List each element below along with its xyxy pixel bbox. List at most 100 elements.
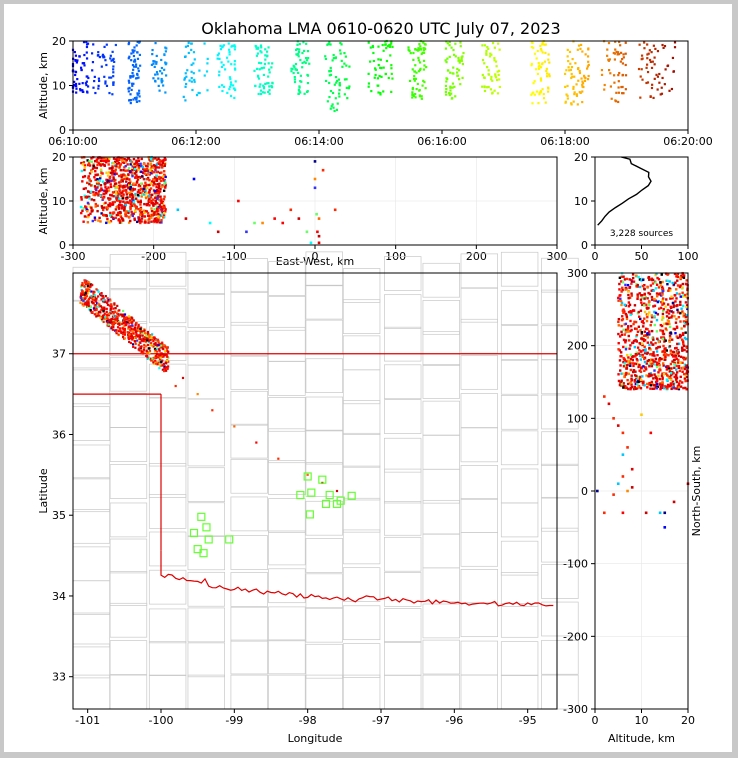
- source-point: [79, 301, 82, 304]
- source-point: [481, 44, 484, 47]
- county-outline: [342, 335, 381, 371]
- source-point: [109, 57, 112, 60]
- source-point: [666, 383, 670, 387]
- source-point: [103, 163, 106, 167]
- source-point: [150, 165, 154, 168]
- source-point: [130, 160, 134, 164]
- source-point: [127, 185, 130, 189]
- source-point: [456, 67, 459, 71]
- source-point: [83, 64, 86, 67]
- source-point: [391, 77, 394, 80]
- source-point: [685, 346, 689, 350]
- source-point: [412, 51, 415, 55]
- source-point: [101, 314, 105, 317]
- source-point: [98, 79, 101, 83]
- source-point: [652, 338, 655, 341]
- source-point: [535, 68, 538, 71]
- source-point: [659, 323, 663, 327]
- source-point: [146, 172, 150, 176]
- source-point: [192, 177, 196, 181]
- source-point: [650, 341, 653, 344]
- source-point: [650, 314, 654, 317]
- source-point: [158, 349, 161, 352]
- source-point: [231, 44, 235, 48]
- panel-border: [72, 156, 558, 246]
- source-point: [678, 285, 682, 289]
- source-point: [679, 284, 682, 287]
- source-point: [129, 180, 132, 183]
- source-point: [76, 59, 79, 62]
- source-point: [663, 349, 666, 353]
- source-point: [159, 159, 162, 162]
- source-point: [650, 373, 653, 377]
- source-point: [621, 475, 625, 478]
- source-point: [678, 292, 681, 296]
- source-point: [655, 387, 659, 390]
- x-tick-label: -300: [61, 250, 86, 263]
- lma-station-marker: [303, 472, 312, 481]
- source-point: [129, 320, 132, 324]
- source-point: [635, 285, 638, 288]
- source-point: [154, 349, 157, 352]
- source-point: [233, 48, 236, 51]
- source-point: [142, 351, 145, 354]
- source-point: [448, 40, 451, 44]
- source-point: [218, 85, 221, 89]
- source-point: [97, 156, 100, 159]
- source-point: [110, 321, 113, 324]
- source-point: [160, 66, 163, 70]
- source-point: [667, 365, 670, 368]
- source-point: [680, 275, 684, 279]
- source-point: [640, 279, 643, 282]
- source-point: [653, 369, 656, 372]
- source-point: [682, 274, 686, 277]
- source-point: [663, 357, 666, 360]
- source-point: [136, 335, 139, 338]
- source-point: [630, 294, 633, 297]
- source-point: [646, 351, 649, 355]
- source-point: [649, 387, 652, 390]
- source-point: [82, 293, 85, 296]
- source-point: [101, 308, 104, 311]
- county-outline: [460, 318, 499, 354]
- source-point: [93, 309, 96, 312]
- source-point: [222, 63, 225, 67]
- source-point: [651, 387, 655, 390]
- source-point: [671, 380, 675, 383]
- source-point: [569, 68, 573, 71]
- source-point: [675, 317, 678, 321]
- source-point: [234, 68, 237, 71]
- source-point: [624, 312, 628, 316]
- source-point: [622, 372, 626, 375]
- source-point: [603, 83, 606, 87]
- county-outline: [187, 607, 225, 643]
- y-tick-label: 0: [581, 485, 588, 498]
- source-point: [113, 160, 117, 164]
- source-point: [129, 332, 133, 335]
- source-point: [423, 64, 426, 67]
- source-point: [637, 380, 640, 384]
- source-point: [268, 68, 271, 71]
- source-point: [543, 60, 547, 63]
- source-point: [273, 217, 276, 220]
- source-point: [101, 159, 104, 162]
- source-point: [685, 314, 689, 317]
- source-point: [672, 383, 675, 386]
- source-point: [185, 82, 188, 86]
- source-point: [132, 68, 135, 71]
- source-point: [674, 374, 678, 377]
- source-point: [160, 213, 163, 216]
- source-point: [649, 353, 653, 356]
- source-point: [145, 349, 148, 352]
- source-point: [451, 86, 454, 89]
- source-point: [445, 77, 448, 80]
- source-point: [102, 310, 105, 313]
- source-point: [445, 87, 448, 91]
- source-point: [131, 165, 134, 168]
- source-point: [131, 197, 134, 200]
- source-point: [672, 327, 675, 331]
- source-point: [677, 315, 681, 319]
- source-point: [103, 75, 106, 78]
- source-point: [661, 293, 664, 296]
- source-point: [656, 385, 659, 389]
